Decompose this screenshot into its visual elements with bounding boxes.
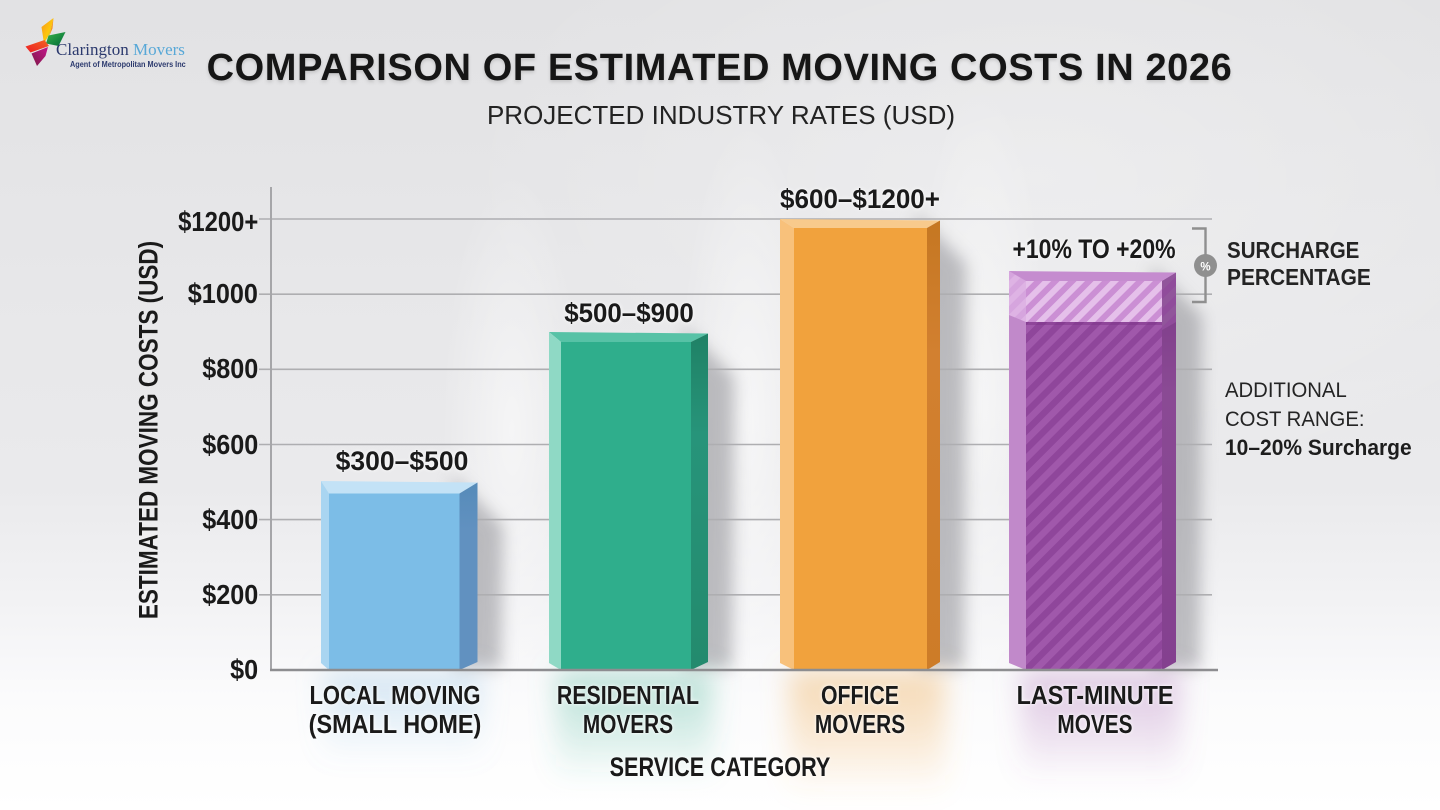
svg-text:%: % bbox=[1200, 262, 1210, 274]
